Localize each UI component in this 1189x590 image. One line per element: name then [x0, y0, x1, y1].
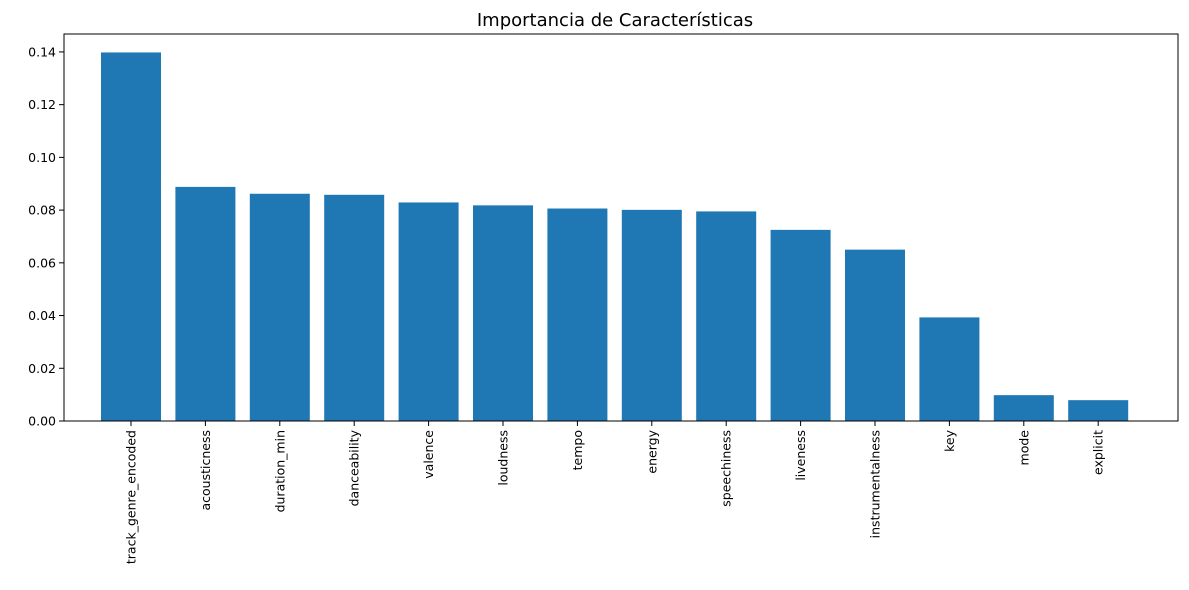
bars-group — [101, 52, 1129, 422]
x-tick-label-tempo: tempo — [570, 430, 585, 470]
bar-acousticness — [175, 186, 236, 421]
bar-explicit — [1068, 400, 1129, 421]
bar-energy — [621, 209, 682, 421]
x-tick-label-key: key — [942, 429, 957, 451]
x-tick-label-mode: mode — [1016, 430, 1031, 466]
x-tick-label-loudness: loudness — [496, 430, 511, 486]
bar-loudness — [473, 205, 533, 421]
plot-frame — [63, 33, 1179, 422]
bar-valence — [398, 202, 459, 421]
y-tick-label-0.04: 0.04 — [28, 308, 56, 323]
x-tick-label-track_genre_encoded: track_genre_encoded — [124, 430, 139, 564]
x-tick-label-energy: energy — [644, 429, 659, 473]
chart-title: Importancia de Características — [477, 10, 753, 31]
x-tick-label-acousticness: acousticness — [198, 430, 213, 511]
bar-danceability — [324, 194, 385, 421]
y-tick-label-0.12: 0.12 — [28, 97, 56, 112]
x-tick-label-speechiness: speechiness — [719, 430, 734, 507]
x-tick-label-liveness: liveness — [793, 430, 808, 481]
x-tick-label-valence: valence — [421, 430, 436, 479]
x-tick-label-danceability: danceability — [347, 429, 362, 506]
x-axis: track_genre_encoded acousticness duration_… — [124, 421, 1106, 564]
bar-key — [919, 317, 980, 421]
y-tick-label-0.14: 0.14 — [28, 44, 56, 59]
x-tick-label-duration_min: duration_min — [272, 430, 287, 512]
bar-instrumentalness — [845, 249, 905, 421]
bar-mode — [993, 395, 1054, 421]
bar-duration_min — [249, 193, 310, 421]
y-tick-label-0.00: 0.00 — [28, 414, 56, 429]
bar-tempo — [547, 208, 608, 421]
y-axis: 0.00 0.02 0.04 0.06 0.08 0.10 0.12 0.14 — [28, 44, 64, 429]
y-tick-label-0.02: 0.02 — [28, 361, 56, 376]
bar-track_genre_encoded — [101, 52, 161, 422]
x-tick-label-explicit: explicit — [1091, 430, 1106, 475]
y-tick-label-0.10: 0.10 — [28, 150, 56, 165]
y-tick-label-0.08: 0.08 — [28, 203, 56, 218]
x-tick-label-instrumentalness: instrumentalness — [868, 430, 883, 538]
bar-liveness — [770, 229, 831, 421]
bar-speechiness — [696, 211, 757, 421]
y-tick-label-0.06: 0.06 — [28, 255, 56, 270]
